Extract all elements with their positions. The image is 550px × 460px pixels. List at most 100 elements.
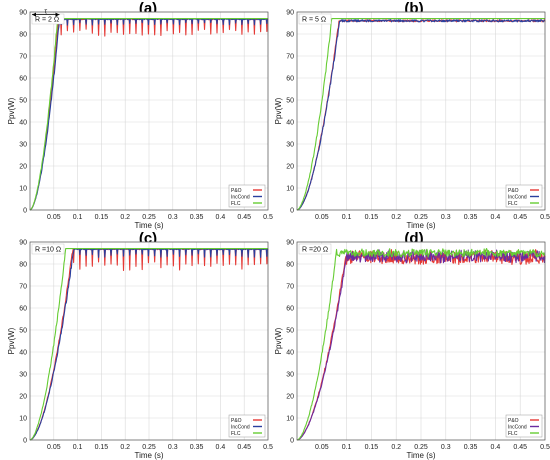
legend-label: IncCond: [508, 194, 527, 200]
x-tick-label: 0.2: [120, 214, 130, 221]
series-line-inccond: [296, 19, 546, 211]
x-tick-label: 0.4: [216, 444, 226, 451]
x-tick-label: 0.35: [190, 444, 204, 451]
axes-frame: [29, 11, 269, 211]
y-tick-label: 90: [286, 10, 294, 17]
legend-label: P&O: [231, 188, 242, 194]
y-tick-label: 50: [19, 328, 27, 335]
resistance-label: R =20 Ω: [302, 247, 328, 254]
x-tick-label: 0.45: [513, 214, 527, 221]
legend-label: P&O: [508, 188, 519, 194]
series-line-flc: [296, 18, 545, 211]
x-tick-label: 0.25: [414, 214, 428, 221]
x-tick-label: 0.3: [168, 214, 178, 221]
y-tick-label: 80: [19, 262, 27, 269]
y-tick-label: 80: [19, 32, 27, 39]
y-tick-label: 90: [19, 10, 27, 17]
y-tick-label: 10: [286, 186, 294, 193]
x-tick-label: 0.4: [216, 214, 226, 221]
y-tick-label: 60: [19, 306, 27, 313]
tau-arrowhead-right: [55, 12, 60, 17]
annotation-box: [31, 13, 65, 25]
legend-label: FLC: [231, 431, 241, 437]
y-axis-label: Ppv(W): [7, 327, 16, 354]
y-axis-label: Ppv(W): [7, 97, 16, 124]
y-tick-label: 0: [23, 438, 27, 445]
y-tick-label: 30: [19, 372, 27, 379]
x-tick-label: 0.4: [491, 214, 501, 221]
legend-label: FLC: [508, 201, 518, 207]
x-tick-label: 0.25: [142, 214, 156, 221]
x-tick-label: 0.2: [120, 444, 130, 451]
y-tick-label: 70: [286, 54, 294, 61]
legend-label: IncCond: [231, 424, 250, 430]
x-tick-label: 0.45: [237, 444, 251, 451]
y-tick-label: 0: [290, 208, 294, 215]
x-axis-label: Time (s): [134, 221, 163, 230]
x-tick-label: 0.1: [73, 214, 83, 221]
x-tick-label: 0.3: [441, 214, 451, 221]
x-tick-label: 0.1: [342, 444, 352, 451]
x-tick-label: 0.5: [263, 444, 273, 451]
x-tick-label: 0.45: [513, 444, 527, 451]
y-tick-label: 70: [19, 284, 27, 291]
y-tick-label: 10: [286, 416, 294, 423]
annotation-box: [31, 243, 65, 255]
gridlines: [297, 241, 546, 441]
x-axis-label: Time (s): [406, 451, 435, 460]
x-tick-label: 0.35: [464, 444, 478, 451]
y-tick-label: 20: [19, 164, 27, 171]
y-axis-label: Ppv(W): [274, 327, 283, 354]
y-tick-label: 40: [286, 120, 294, 127]
annotation-box: [298, 13, 332, 25]
x-tick-label: 0.3: [168, 444, 178, 451]
y-tick-label: 60: [286, 306, 294, 313]
y-tick-label: 30: [19, 142, 27, 149]
legend-label: FLC: [508, 431, 518, 437]
resistance-label: R = 5 Ω: [302, 17, 326, 24]
x-tick-label: 0.15: [365, 214, 379, 221]
axes-frame: [29, 241, 269, 441]
annotation-box: [298, 243, 332, 255]
y-tick-label: 30: [286, 372, 294, 379]
x-tick-label: 0.5: [540, 444, 550, 451]
y-tick-label: 50: [286, 98, 294, 105]
legend-label: FLC: [231, 201, 241, 207]
legend-label: P&O: [508, 418, 519, 424]
legend-label: IncCond: [508, 424, 527, 430]
legend-label: IncCond: [231, 194, 250, 200]
y-tick-label: 10: [19, 416, 27, 423]
x-tick-label: 0.5: [540, 214, 550, 221]
x-tick-label: 0.05: [47, 444, 61, 451]
y-tick-label: 40: [19, 120, 27, 127]
x-tick-label: 0.25: [142, 444, 156, 451]
series-line-flc: [29, 18, 268, 211]
x-tick-label: 0.15: [95, 214, 109, 221]
x-tick-label: 0.35: [190, 214, 204, 221]
resistance-label: R =10 Ω: [35, 247, 61, 254]
x-tick-label: 0.45: [237, 214, 251, 221]
y-tick-label: 50: [286, 328, 294, 335]
y-tick-label: 10: [19, 186, 27, 193]
x-tick-label: 0.35: [464, 214, 478, 221]
x-tick-label: 0.1: [342, 214, 352, 221]
x-tick-label: 0.15: [365, 444, 379, 451]
y-tick-label: 40: [19, 350, 27, 357]
y-tick-label: 20: [286, 394, 294, 401]
axes-frame: [296, 11, 546, 211]
x-tick-label: 0.2: [391, 444, 401, 451]
y-tick-label: 60: [286, 76, 294, 83]
x-tick-label: 0.05: [47, 214, 61, 221]
series-line-inccond: [29, 248, 269, 441]
legend-label: P&O: [231, 418, 242, 424]
series-line-flc: [296, 247, 546, 441]
x-axis-label: Time (s): [134, 451, 163, 460]
